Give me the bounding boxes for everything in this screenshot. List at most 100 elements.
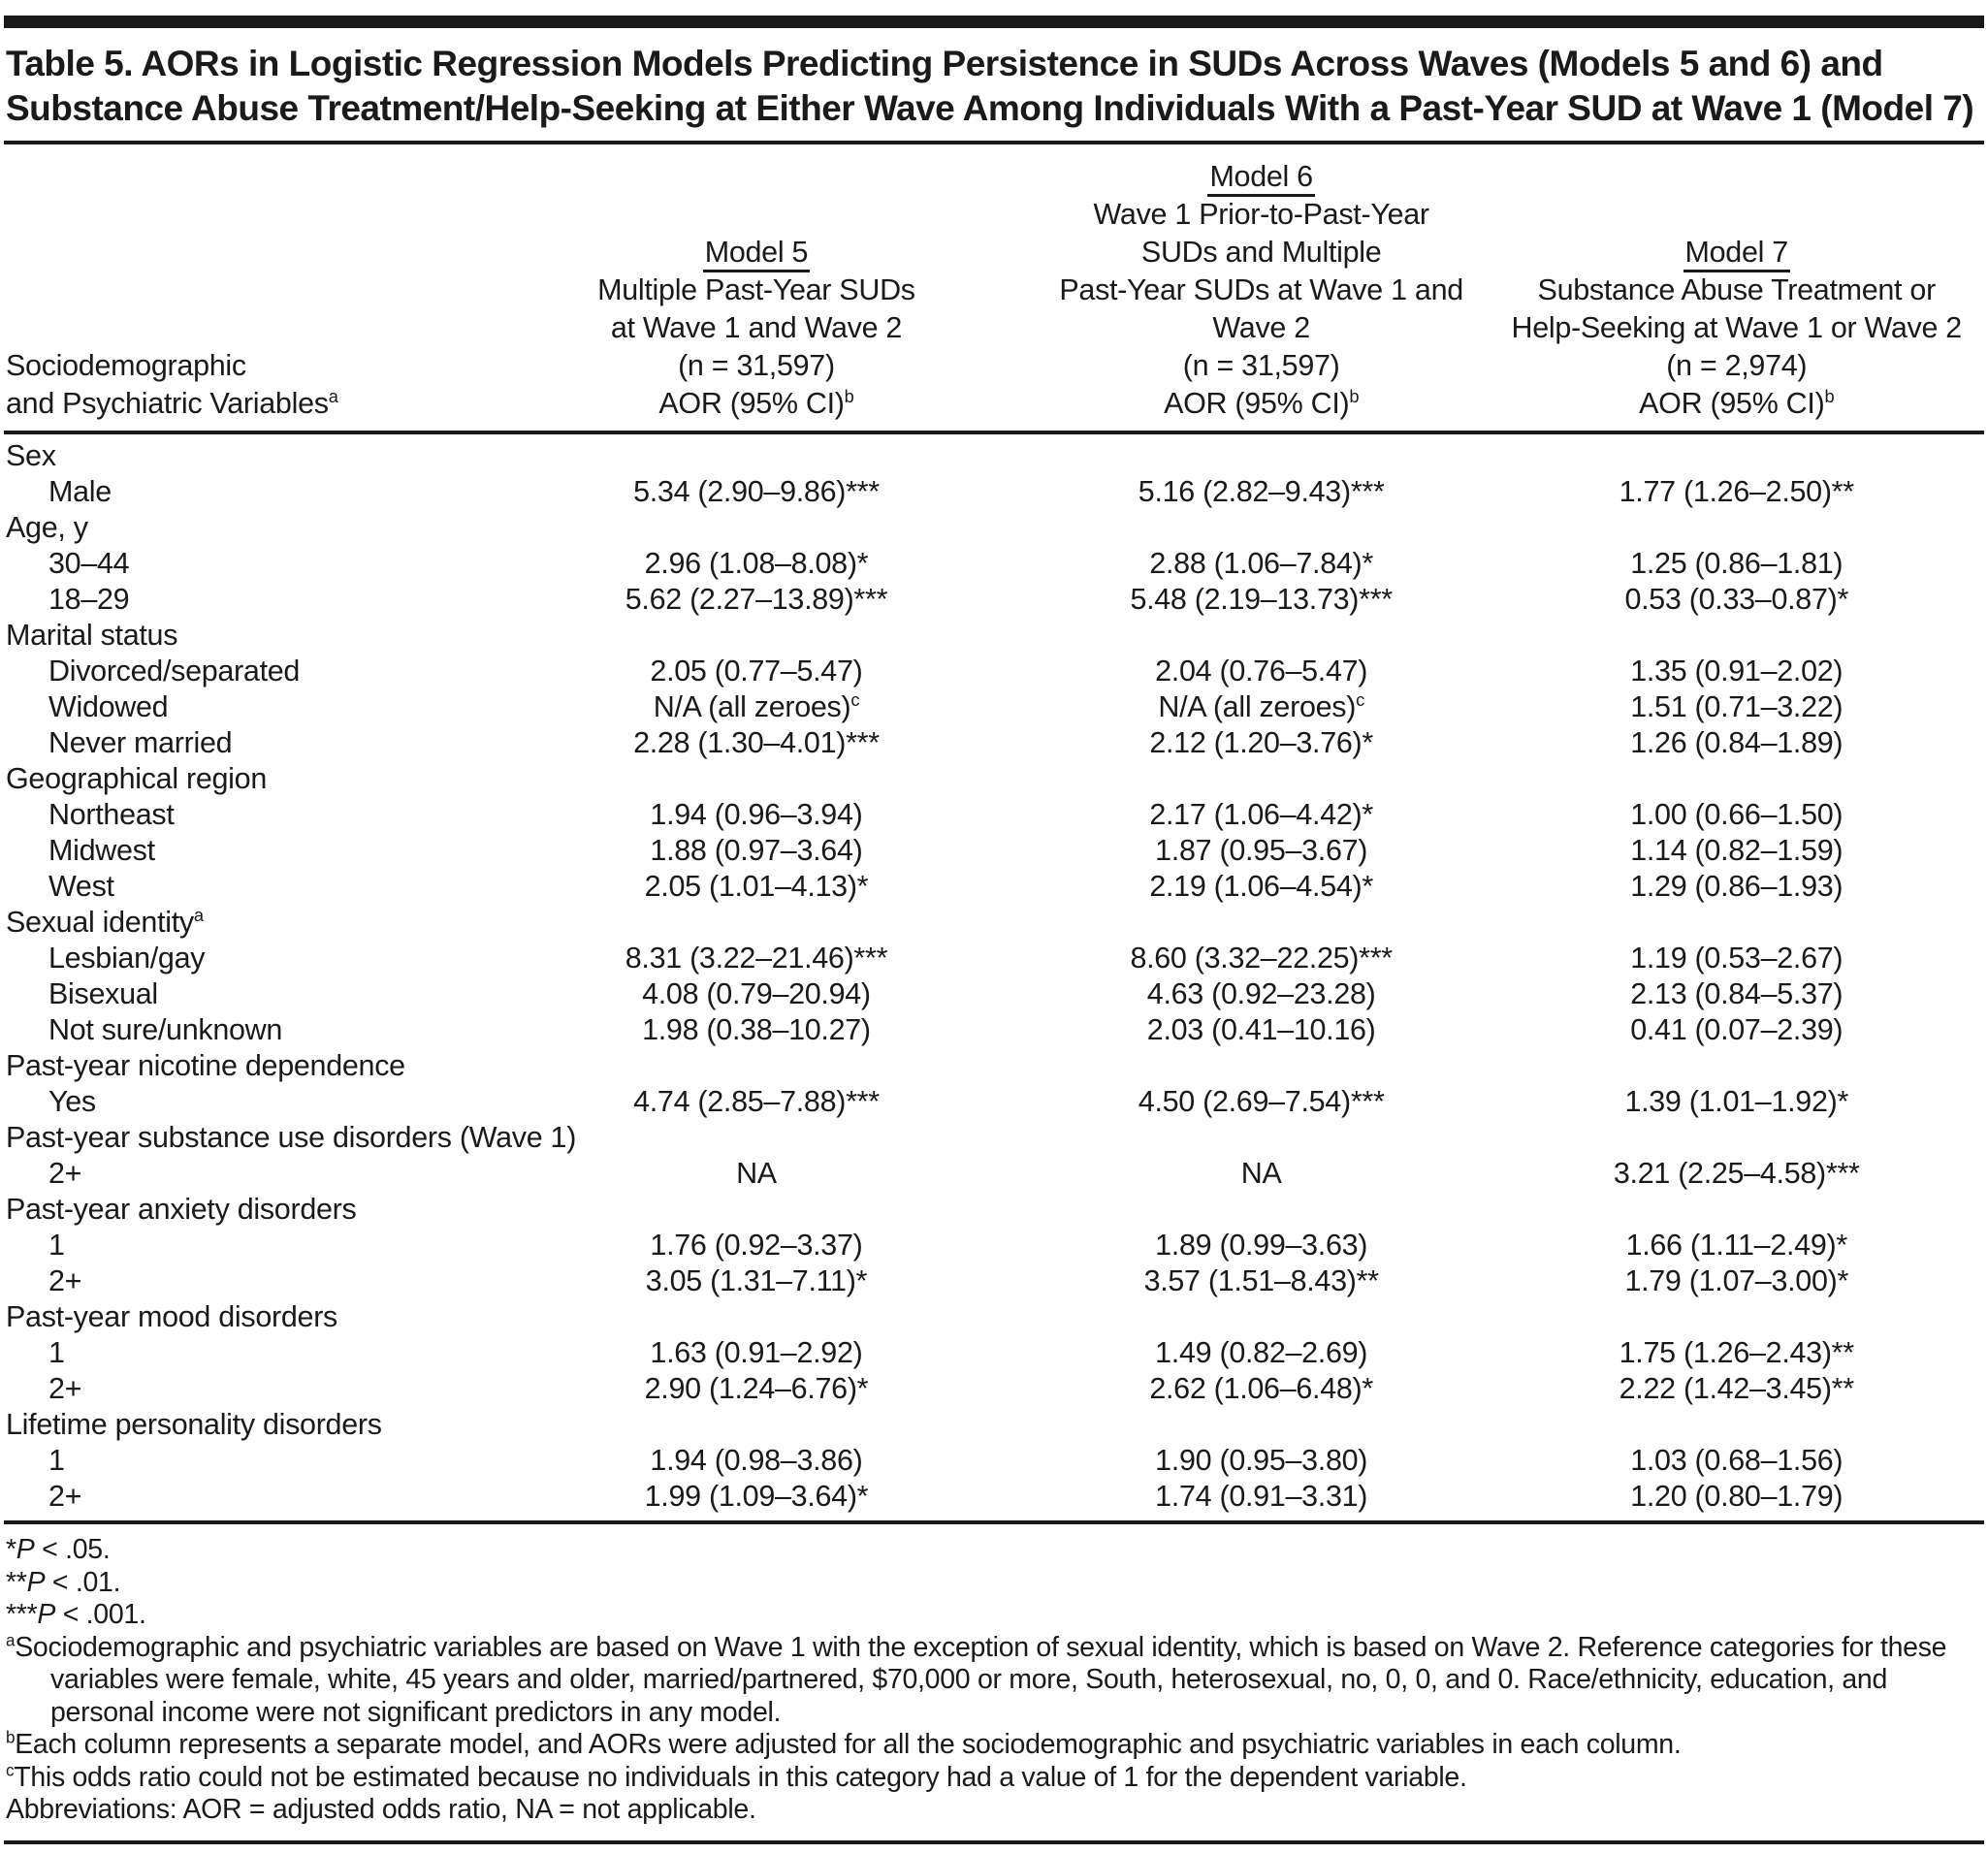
top-rule-bar: [4, 16, 1984, 28]
value-cell-model6: 4.50 (2.69–7.54)***: [1138, 1085, 1385, 1118]
table-row: Divorced/separated 2.05 (0.77–5.47) 2.04 (…: [4, 654, 1984, 689]
table-row: Bisexual 4.08 (0.79–20.94) 4.63 (0.92–23.2…: [4, 976, 1984, 1012]
value-cell-model7: 1.39 (1.01–1.92)*: [1624, 1085, 1849, 1118]
row-label: Widowed: [48, 690, 169, 723]
value-cell-model6: 3.57 (1.51–8.43)**: [1143, 1264, 1379, 1297]
row-label: Sex: [6, 439, 56, 472]
model5-aor-label: AOR (95% CI)b: [658, 385, 854, 420]
row-label: Age, y: [6, 511, 88, 544]
group-header-row: Sexual identitya: [4, 905, 1984, 941]
value-cell-model6: 8.60 (3.32–22.25)***: [1130, 942, 1393, 975]
value-cell-model5: N/A (all zeroes)c: [653, 688, 860, 723]
significance-note-3: ***P < .001.: [6, 1599, 146, 1630]
value-cell-model6: 4.63 (0.92–23.28): [1146, 977, 1376, 1010]
row-label: Bisexual: [48, 977, 158, 1010]
value-cell-model7: [1489, 1048, 1984, 1084]
table-row: Not sure/unknown 1.98 (0.38–10.27) 2.03 (0…: [4, 1012, 1984, 1048]
model5-n: (n = 31,597): [678, 349, 835, 382]
table-row: 30–44 2.96 (1.08–8.08)* 2.88 (1.06–7.84)* 1…: [4, 546, 1984, 582]
group-header-row: Sex: [4, 432, 1984, 474]
model7-aor-label: AOR (95% CI)b: [1639, 385, 1835, 420]
value-cell-model7: 1.19 (0.53–2.67): [1630, 942, 1844, 975]
table-row: West 2.05 (1.01–4.13)* 2.19 (1.06–4.54)* 1.…: [4, 869, 1984, 905]
value-cell-model7: [1489, 510, 1984, 546]
value-cell-model6: 2.19 (1.06–4.54)*: [1149, 870, 1373, 903]
value-cell-model5: [479, 432, 1034, 474]
significance-note-2: **P < .01.: [6, 1566, 121, 1598]
value-cell-model7: 1.66 (1.11–2.49)*: [1625, 1229, 1848, 1262]
value-cell-model6: 1.90 (0.95–3.80): [1155, 1444, 1368, 1477]
model7-header: Model 7 Substance Abuse Treatment or Hel…: [1489, 144, 1984, 432]
value-cell-model5: [479, 510, 1034, 546]
value-cell-model6: [1034, 1407, 1490, 1443]
value-cell-model5: [479, 1407, 1034, 1443]
header-row: Sociodemographic and Psychiatric Variabl…: [4, 144, 1984, 432]
model5-name: Model 5: [479, 234, 1034, 272]
value-cell-model6: 2.12 (1.20–3.76)*: [1149, 726, 1373, 759]
table-row: 2+ 3.05 (1.31–7.11)* 3.57 (1.51–8.43)** 1.7…: [4, 1263, 1984, 1299]
model7-desc-line1: Substance Abuse Treatment or: [1537, 273, 1937, 306]
table-row: 2+ 2.90 (1.24–6.76)* 2.62 (1.06–6.48)* 2.22…: [4, 1371, 1984, 1407]
model7-name: Model 7: [1489, 234, 1984, 272]
table-row: Never married 2.28 (1.30–4.01)*** 2.12 (1.…: [4, 725, 1984, 761]
title-divider: [4, 141, 1984, 144]
value-cell-model7: 1.75 (1.26–2.43)**: [1619, 1336, 1854, 1369]
value-cell-model7: 1.29 (0.86–1.93): [1630, 870, 1844, 903]
row-label: Past-year anxiety disorders: [6, 1193, 357, 1226]
value-cell-model5: 2.96 (1.08–8.08)*: [644, 547, 869, 580]
value-cell-model7: 1.51 (0.71–3.22): [1630, 690, 1844, 723]
value-cell-model6: 1.49 (0.82–2.69): [1155, 1336, 1368, 1369]
model7-desc-line2: Help-Seeking at Wave 1 or Wave 2: [1511, 311, 1962, 344]
value-cell-model6: [1034, 432, 1490, 474]
model5-header: Model 5 Multiple Past-Year SUDs at Wave …: [479, 144, 1034, 432]
value-cell-model5: [479, 761, 1034, 797]
value-cell-model6: [1034, 905, 1490, 941]
value-cell-model6: [1034, 618, 1490, 654]
model5-desc-line2: at Wave 1 and Wave 2: [610, 311, 903, 344]
row-label: Not sure/unknown: [48, 1013, 283, 1046]
row-label: Divorced/separated: [48, 655, 301, 687]
group-header-row: Age, y: [4, 510, 1984, 546]
value-cell-model7: 3.21 (2.25–4.58)***: [1613, 1157, 1860, 1190]
table-row: 18–29 5.62 (2.27–13.89)*** 5.48 (2.19–13.7…: [4, 582, 1984, 618]
value-cell-model5: 1.76 (0.92–3.37): [650, 1229, 863, 1262]
value-cell-model5: 5.34 (2.90–9.86)***: [633, 475, 880, 508]
value-cell-model6: 1.74 (0.91–3.31): [1155, 1480, 1368, 1513]
row-label: Yes: [48, 1085, 96, 1118]
row-label: 2+: [48, 1157, 82, 1190]
value-cell-model7: [1489, 1407, 1984, 1443]
bottom-rule: [4, 1839, 1984, 1844]
value-cell-model7: 1.03 (0.68–1.56): [1630, 1444, 1844, 1477]
value-cell-model7: [1489, 1192, 1984, 1228]
value-cell-model6: [1034, 510, 1490, 546]
row-label: Marital status: [6, 619, 178, 652]
stub-header-line1: Sociodemographic: [6, 349, 246, 382]
row-label: Past-year mood disorders: [6, 1300, 338, 1333]
value-cell-model7: 1.77 (1.26–2.50)**: [1619, 475, 1854, 508]
value-cell-model6: 5.48 (2.19–13.73)***: [1130, 583, 1393, 616]
row-label: Never married: [48, 726, 233, 759]
model6-desc-line2: SUDs and Multiple: [1140, 236, 1382, 269]
abbreviations-note: Abbreviations: AOR = adjusted odds ratio…: [6, 1794, 756, 1825]
value-cell-model6: 1.87 (0.95–3.67): [1155, 834, 1368, 867]
group-header-row: Marital status: [4, 618, 1984, 654]
table-row: Midwest 1.88 (0.97–3.64) 1.87 (0.95–3.67) 1…: [4, 833, 1984, 869]
value-cell-model7: [1489, 1120, 1984, 1156]
table-row: Widowed N/A (all zeroes)c N/A (all zeroes)…: [4, 689, 1984, 725]
value-cell-model7: [1489, 1299, 1984, 1335]
value-cell-model5: 2.90 (1.24–6.76)*: [644, 1372, 869, 1405]
value-cell-model5: 1.99 (1.09–3.64)*: [644, 1480, 869, 1513]
model6-desc-line1: Wave 1 Prior-to-Past-Year: [1093, 198, 1430, 231]
table-row: 1 1.76 (0.92–3.37) 1.89 (0.99–3.63) 1.66 (1…: [4, 1228, 1984, 1263]
group-header-row: Past-year mood disorders: [4, 1299, 1984, 1335]
group-header-row: Past-year nicotine dependence: [4, 1048, 1984, 1084]
model6-header: Model 6 Wave 1 Prior-to-Past-Year SUDs a…: [1034, 144, 1490, 432]
value-cell-model6: 2.62 (1.06–6.48)*: [1149, 1372, 1373, 1405]
value-cell-model6: 2.03 (0.41–10.16): [1146, 1013, 1376, 1046]
value-cell-model7: 1.35 (0.91–2.02): [1630, 655, 1844, 687]
row-label: 2+: [48, 1372, 82, 1405]
footnote-b: bEach column represents a separate model…: [6, 1728, 1682, 1760]
row-label: 30–44: [48, 547, 130, 580]
group-header-row: Past-year substance use disorders (Wave …: [4, 1120, 1984, 1156]
